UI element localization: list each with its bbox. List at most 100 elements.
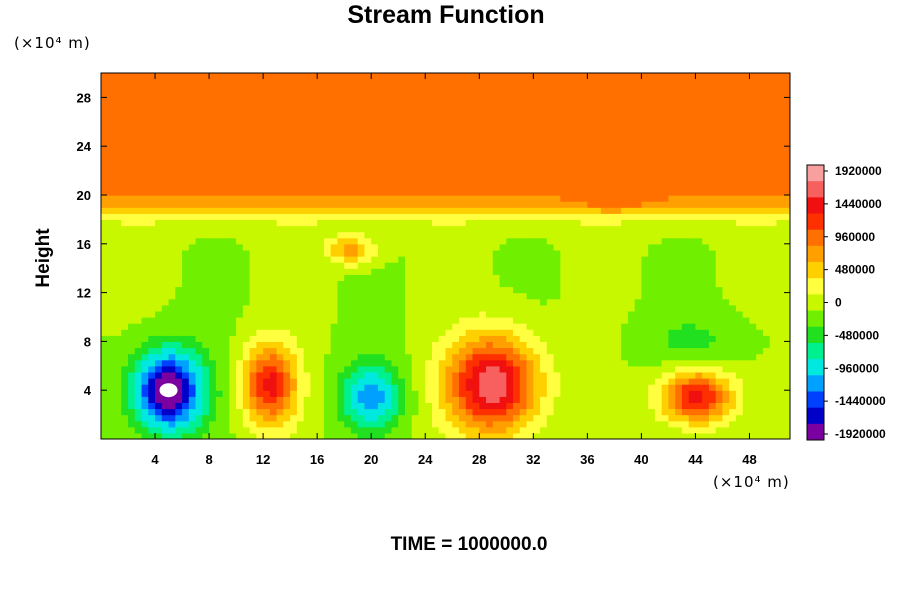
field-cell [742,329,751,336]
field-cell [384,146,393,153]
field-cell [283,182,291,190]
field-cell [155,146,163,153]
field-cell [519,378,528,385]
field-cell [337,170,345,178]
field-cell [438,359,447,367]
field-cell [573,286,582,294]
field-cell [391,195,399,202]
field-cell [107,329,116,336]
field-cell [431,207,440,214]
field-cell [492,408,501,416]
field-cell [215,432,224,439]
field-cell [614,384,622,391]
field-cell [459,329,467,336]
field-cell [749,231,757,239]
field-cell [242,146,251,153]
field-cell [303,304,311,312]
field-cell [708,219,717,227]
field-cell [317,292,325,300]
field-cell [783,225,790,233]
field-cell [175,164,183,172]
field-cell [371,249,379,257]
field-cell [702,347,710,355]
field-cell [371,402,379,410]
field-cell [229,396,237,403]
field-cell [398,359,406,367]
field-cell [641,432,649,439]
field-cell [121,219,129,227]
field-cell [182,390,190,397]
field-cell [121,268,129,275]
field-cell [121,310,129,318]
field-cell [404,188,413,196]
field-cell [229,164,237,172]
field-cell [465,213,474,220]
field-cell [384,195,393,202]
field-cell [283,298,291,306]
field-cell [195,195,203,202]
field-cell [114,347,122,355]
field-cell [600,378,609,385]
field-cell [783,378,790,385]
field-cell [236,384,244,391]
field-cell [330,176,339,184]
field-cell [209,286,217,294]
field-cell [634,219,642,227]
field-cell [418,414,426,422]
field-cell [634,195,642,202]
field-cell [587,231,595,239]
field-cell [209,396,217,403]
field-cell [553,188,561,196]
field-cell [600,341,609,349]
field-cell [735,219,744,227]
field-cell [459,274,467,281]
field-cell [263,268,271,275]
field-cell [155,384,163,391]
field-cell [411,182,420,190]
field-cell [567,274,575,281]
field-cell [762,158,771,166]
field-cell [398,371,406,379]
field-cell [452,243,460,251]
field-cell [283,286,291,294]
field-cell [749,317,757,324]
field-cell [553,176,561,184]
field-cell [546,207,555,214]
field-cell [438,207,447,214]
field-cell [614,371,622,379]
field-cell [188,396,197,403]
field-cell [134,304,143,312]
field-cell [128,249,136,257]
field-cell [749,274,757,281]
field-cell [519,347,528,355]
field-cell [783,408,790,416]
field-cell [661,402,670,410]
field-cell [283,207,291,214]
field-cell [438,256,447,263]
field-cell [452,390,460,397]
field-cell [398,280,406,288]
field-cell [438,158,447,166]
field-cell [229,231,237,239]
field-cell [452,426,460,434]
field-cell [722,158,730,166]
field-cell [715,274,724,281]
field-cell [526,353,534,361]
field-cell [330,414,339,422]
field-cell [668,432,676,439]
field-cell [641,237,649,245]
field-cell [296,256,305,263]
field-cell [641,347,649,355]
field-cell [580,140,588,147]
field-cell [391,231,399,239]
field-cell [445,335,453,342]
field-cell [276,310,284,318]
field-cell [202,188,210,196]
field-cell [607,140,615,147]
field-cell [567,396,575,403]
field-cell [155,213,163,220]
field-cell [567,188,575,196]
field-cell [600,201,609,208]
field-cell [459,420,467,428]
field-cell [323,262,332,269]
